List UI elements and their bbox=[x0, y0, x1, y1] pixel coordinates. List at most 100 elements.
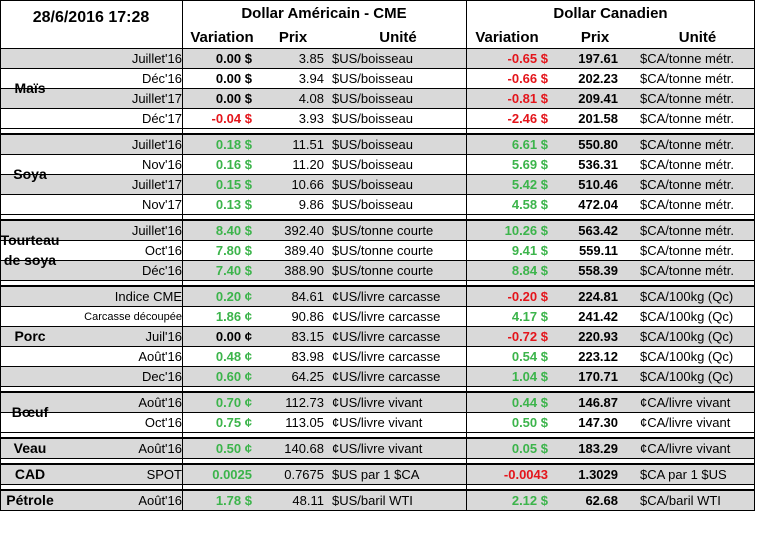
table-row: Août'16 0.48 ¢ 83.98 ¢US/livre carcasse 0.54… bbox=[0, 346, 755, 366]
cell-unite-cad: $CA/tonne métr. bbox=[640, 177, 734, 192]
cell-variation-cad: 9.41 $ bbox=[511, 243, 548, 258]
cell-unite-cad: $CA/tonne métr. bbox=[640, 157, 734, 172]
cell-unite-cad: $CA/tonne métr. bbox=[640, 111, 734, 126]
cell-prix-usd: 11.20 bbox=[292, 157, 324, 172]
cell-variation-cad: 4.17 $ bbox=[511, 309, 548, 324]
col-variation-usd: Variation bbox=[190, 28, 254, 46]
cell-prix-cad: 223.12 bbox=[578, 349, 618, 364]
cell-variation-usd: 1.78 $ bbox=[215, 493, 252, 508]
cell-month: Déc'16 bbox=[141, 263, 182, 278]
col-prix-usd: Prix bbox=[278, 28, 308, 46]
cell-month: Août'16 bbox=[138, 493, 182, 508]
cell-variation-usd: 0.00 ¢ bbox=[215, 329, 252, 344]
table-row: Déc'16 7.40 $ 388.90 $US/tonne courte 8.84 $… bbox=[0, 260, 755, 280]
cell-variation-usd: 0.16 $ bbox=[215, 157, 252, 172]
cell-unite-usd: ¢US/livre carcasse bbox=[332, 309, 441, 324]
table-row: Déc'17 -0.04 $ 3.93 $US/boisseau -2.46 $ 201.… bbox=[0, 108, 755, 128]
cell-variation-cad: 0.54 $ bbox=[511, 349, 548, 364]
cell-variation-cad: -0.72 $ bbox=[507, 329, 548, 344]
group-separator bbox=[0, 386, 755, 392]
cell-prix-cad: 147.30 bbox=[578, 415, 618, 430]
cell-month: Déc'17 bbox=[141, 111, 182, 126]
cell-unite-cad: ¢CA/livre vivant bbox=[640, 415, 731, 430]
cell-prix-cad: 1.3029 bbox=[578, 467, 618, 482]
cell-prix-cad: 472.04 bbox=[578, 197, 618, 212]
cell-unite-cad: $CA/tonne métr. bbox=[640, 91, 734, 106]
column-divider bbox=[0, 0, 1, 511]
table-row: Oct'16 0.75 ¢ 113.05 ¢US/livre vivant 0.50 $… bbox=[0, 412, 755, 432]
cell-variation-cad: -0.66 $ bbox=[507, 71, 548, 86]
cad-section-title: Dollar Canadien bbox=[553, 4, 668, 22]
cell-variation-cad: 0.44 $ bbox=[511, 395, 548, 410]
cell-prix-cad: 62.68 bbox=[585, 493, 618, 508]
cell-variation-cad: 1.04 $ bbox=[511, 369, 548, 384]
cell-variation-usd: 8.40 $ bbox=[215, 223, 252, 238]
cell-prix-cad: 201.58 bbox=[578, 111, 618, 126]
cell-unite-cad: $CA/tonne métr. bbox=[640, 243, 734, 258]
table-row: Août'16 0.50 ¢ 140.68 ¢US/livre vivant 0.05 … bbox=[0, 438, 755, 458]
group-separator bbox=[0, 484, 755, 490]
cell-prix-cad: 536.31 bbox=[578, 157, 618, 172]
cell-variation-usd: 7.80 $ bbox=[215, 243, 252, 258]
cell-prix-cad: 241.42 bbox=[578, 309, 618, 324]
cell-variation-usd: 0.48 ¢ bbox=[215, 349, 252, 364]
cell-unite-usd: $US par 1 $CA bbox=[332, 467, 420, 482]
cell-prix-cad: 146.87 bbox=[578, 395, 618, 410]
cell-variation-usd: 0.20 ¢ bbox=[215, 289, 252, 304]
column-divider bbox=[754, 0, 755, 511]
cell-prix-usd: 4.08 bbox=[298, 91, 324, 106]
cell-month: Juillet'16 bbox=[131, 137, 182, 152]
group-separator bbox=[0, 214, 755, 220]
cell-unite-usd: $US/boisseau bbox=[332, 51, 413, 66]
cell-prix-usd: 113.05 bbox=[285, 415, 324, 430]
cell-prix-usd: 64.25 bbox=[291, 369, 324, 384]
cell-prix-usd: 84.61 bbox=[291, 289, 324, 304]
cell-month: Déc'16 bbox=[141, 71, 182, 86]
col-unite-cad: Unité bbox=[678, 28, 717, 46]
group-label: Veau bbox=[13, 440, 47, 456]
usd-section-title: Dollar Américain - CME bbox=[241, 4, 407, 22]
group-label: Maïs bbox=[14, 80, 46, 96]
cell-prix-cad: 563.42 bbox=[578, 223, 618, 238]
cell-unite-usd: ¢US/livre carcasse bbox=[332, 329, 441, 344]
cell-variation-cad: 8.84 $ bbox=[511, 263, 548, 278]
cell-unite-usd: ¢US/livre vivant bbox=[332, 415, 423, 430]
cell-prix-usd: 388.90 bbox=[284, 263, 324, 278]
cell-prix-cad: 558.39 bbox=[578, 263, 618, 278]
cell-variation-cad: 4.58 $ bbox=[511, 197, 548, 212]
group-separator bbox=[0, 458, 755, 464]
table-row: Juillet'17 0.15 $ 10.66 $US/boisseau 5.42 $ 5… bbox=[0, 174, 755, 194]
table-row: Oct'16 7.80 $ 389.40 $US/tonne courte 9.41 $… bbox=[0, 240, 755, 260]
group-separator bbox=[0, 280, 755, 286]
cell-unite-usd: ¢US/livre carcasse bbox=[332, 349, 441, 364]
cell-unite-usd: $US/boisseau bbox=[332, 197, 413, 212]
cell-variation-usd: 0.70 ¢ bbox=[215, 395, 252, 410]
cell-unite-usd: $US/boisseau bbox=[332, 157, 413, 172]
column-divider bbox=[182, 0, 183, 511]
cell-prix-usd: 389.40 bbox=[284, 243, 324, 258]
cell-variation-usd: 0.00 $ bbox=[215, 91, 252, 106]
table-row: Déc'16 0.00 $ 3.94 $US/boisseau -0.66 $ 202.2… bbox=[0, 68, 755, 88]
cell-variation-usd: 0.18 $ bbox=[215, 137, 252, 152]
cell-variation-cad: -2.46 $ bbox=[507, 111, 548, 126]
cell-variation-usd: 0.50 ¢ bbox=[215, 441, 252, 456]
cell-variation-usd: 0.00 $ bbox=[215, 71, 252, 86]
cell-variation-usd: 0.75 ¢ bbox=[215, 415, 252, 430]
cell-variation-cad: -0.65 $ bbox=[507, 51, 548, 66]
cell-variation-cad: -0.0043 bbox=[503, 467, 548, 482]
cell-month: Août'16 bbox=[138, 441, 182, 456]
col-variation-cad: Variation bbox=[475, 28, 539, 46]
column-divider bbox=[466, 0, 467, 511]
cell-prix-cad: 510.46 bbox=[578, 177, 618, 192]
cell-unite-cad: $CA/tonne métr. bbox=[640, 263, 734, 278]
cell-variation-cad: 0.05 $ bbox=[511, 441, 548, 456]
cell-unite-cad: $CA/100kg (Qc) bbox=[640, 289, 734, 304]
cell-prix-usd: 112.73 bbox=[285, 395, 324, 410]
cell-unite-usd: $US/boisseau bbox=[332, 71, 413, 86]
col-prix-cad: Prix bbox=[580, 28, 610, 46]
cell-variation-cad: 2.12 $ bbox=[511, 493, 548, 508]
cell-prix-usd: 90.86 bbox=[291, 309, 324, 324]
cell-month: Dec'16 bbox=[141, 369, 182, 384]
cell-month: Juillet'17 bbox=[131, 91, 182, 106]
